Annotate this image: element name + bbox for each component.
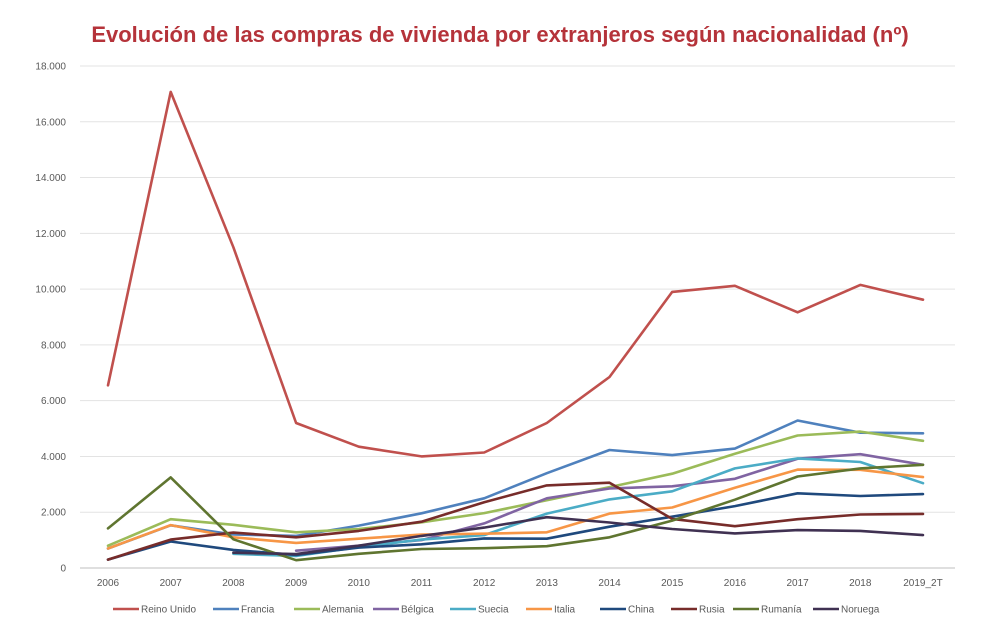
- chart-title: Evolución de las compras de vivienda por…: [91, 22, 909, 47]
- legend-label: Suecia: [478, 605, 509, 616]
- legend-label: Rusia: [699, 605, 725, 616]
- y-tick-label: 18.000: [35, 62, 66, 73]
- y-tick-label: 0: [60, 564, 66, 575]
- x-tick-label: 2013: [536, 578, 559, 589]
- series-line-francia: [106, 419, 925, 550]
- x-tick-label: 2015: [661, 578, 684, 589]
- legend-label: Alemania: [322, 605, 364, 616]
- series-line-noruega: [232, 515, 925, 556]
- y-tick-label: 4.000: [41, 452, 66, 463]
- legend-label: Italia: [554, 605, 576, 616]
- legend-label: Bélgica: [401, 605, 434, 616]
- y-tick-label: 6.000: [41, 396, 66, 407]
- y-tick-label: 14.000: [35, 173, 66, 184]
- y-tick-label: 8.000: [41, 340, 66, 351]
- x-tick-label: 2011: [411, 578, 433, 589]
- x-tick-label: 2008: [222, 578, 245, 589]
- series-line-rumania: [106, 463, 925, 562]
- x-tick-label: 2010: [348, 578, 371, 589]
- x-tick-label: 2019_2T: [903, 578, 942, 589]
- x-tick-label: 2007: [160, 578, 183, 589]
- x-tick-label: 2016: [724, 578, 747, 589]
- series-line-rusia: [106, 481, 925, 561]
- x-tick-label: 2018: [849, 578, 872, 589]
- series-line-alemania: [106, 430, 925, 547]
- y-tick-label: 2.000: [41, 508, 66, 519]
- y-tick-label: 16.000: [35, 117, 66, 128]
- series-line-reino-unido: [106, 90, 925, 458]
- series-line-china: [106, 492, 925, 561]
- x-tick-label: 2017: [786, 578, 809, 589]
- x-tick-label: 2014: [598, 578, 621, 589]
- legend-label: Reino Unido: [141, 605, 196, 616]
- x-tick-label: 2012: [473, 578, 496, 589]
- legend-label: Rumanía: [761, 605, 802, 616]
- legend-label: Noruega: [841, 605, 880, 616]
- x-tick-label: 2006: [97, 578, 120, 589]
- legend-label: Francia: [241, 605, 275, 616]
- series-line-italia: [106, 468, 925, 550]
- x-tick-label: 2009: [285, 578, 308, 589]
- y-tick-label: 10.000: [35, 285, 66, 296]
- y-tick-label: 12.000: [35, 229, 66, 240]
- legend-label: China: [628, 605, 655, 616]
